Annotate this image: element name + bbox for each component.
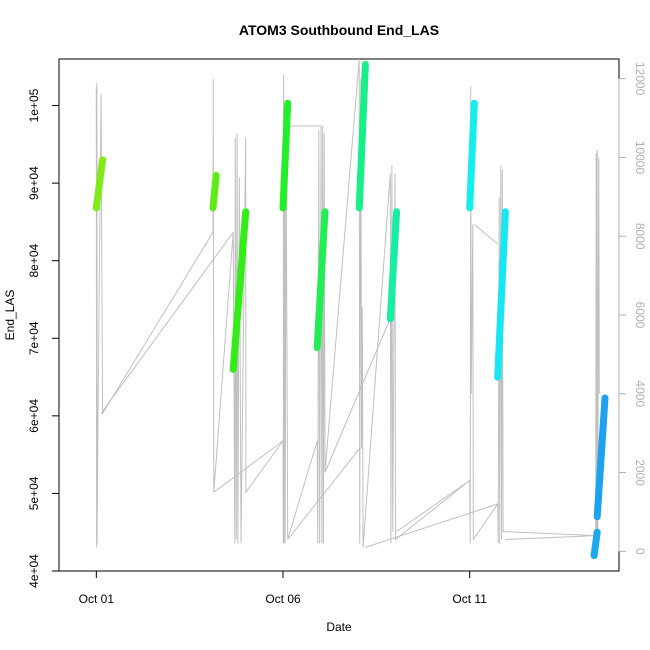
series-line-10	[593, 394, 609, 521]
y2-tick-label-6: 12000	[633, 62, 647, 96]
y2-tick-label-4: 8000	[633, 223, 647, 250]
series-line-5	[355, 60, 369, 212]
background-trace-line	[95, 58, 600, 548]
y-tick-label-0: 4e+04	[27, 554, 41, 588]
y2-axis: 0 2000 4000 6000 8000 10000 12000	[618, 62, 647, 555]
connector-line-1	[213, 440, 284, 493]
y2-tick-label-5: 10000	[633, 141, 647, 175]
plot-area	[58, 58, 620, 572]
y2-tick-label-2: 4000	[633, 380, 647, 407]
x-axis: Oct 01 Oct 06 Oct 11	[79, 570, 487, 606]
series-group	[92, 60, 609, 559]
y2-tick-label-1: 2000	[633, 459, 647, 486]
series-line-7	[466, 99, 478, 212]
series-line-0	[92, 156, 107, 212]
y-tick-label-3: 7e+04	[27, 321, 41, 355]
connector-line-7	[473, 224, 499, 245]
y-axis: 4e+04 5e+04 6e+04 7e+04 8e+04 9e+04 1e+05	[27, 88, 60, 588]
x-tick-label-2: Oct 11	[452, 592, 487, 606]
series-line-4	[313, 208, 329, 352]
connector-line-4	[324, 306, 396, 473]
series-line-3	[279, 99, 292, 212]
connector-line-8	[505, 535, 596, 540]
series-line-6	[386, 208, 401, 323]
connectors	[100, 125, 596, 548]
series-line-1	[209, 171, 220, 212]
series-line-2	[229, 208, 250, 373]
x-tick-label-0: Oct 01	[79, 592, 115, 606]
chart-title: ATOM3 Southbound End_LAS	[239, 22, 439, 38]
y2-tick-label-0: 0	[633, 548, 647, 555]
series-line-8	[494, 208, 509, 381]
connector-line-6	[396, 479, 470, 533]
background-trace	[95, 58, 600, 548]
y-tick-label-1: 5e+04	[27, 476, 41, 510]
x-axis-label: Date	[326, 620, 352, 634]
connector-line-5	[365, 503, 498, 548]
series-line-9	[590, 528, 601, 559]
y-axis-label: End_LAS	[3, 290, 17, 341]
y-tick-label-2: 6e+04	[27, 399, 41, 433]
x-tick-label-1: Oct 06	[265, 592, 301, 606]
connector-line-0	[100, 232, 234, 414]
connector-line-3	[287, 448, 360, 540]
y-tick-label-5: 9e+04	[27, 166, 41, 200]
y-tick-label-4: 8e+04	[27, 244, 41, 278]
y-tick-label-6: 1e+05	[27, 88, 41, 122]
y2-tick-label-3: 6000	[633, 302, 647, 329]
